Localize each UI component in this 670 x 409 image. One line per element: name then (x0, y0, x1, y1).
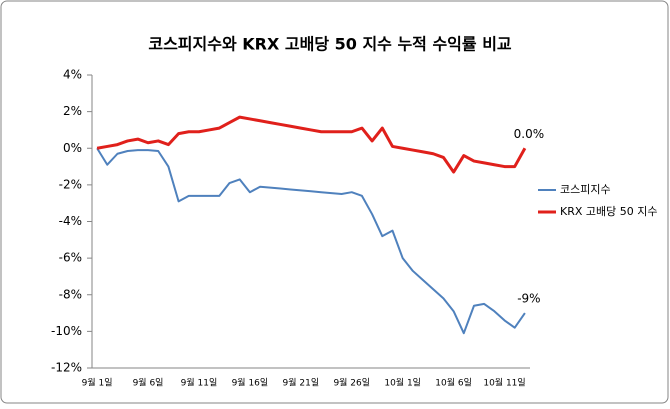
legend-label: 코스피지수 (560, 183, 611, 196)
x-tick-label: 10월 1일 (384, 377, 421, 389)
x-tick-label: 9월 21일 (283, 377, 320, 389)
data-label: -9% (517, 292, 540, 306)
x-tick-label: 9월 1일 (82, 377, 113, 389)
y-tick-label: 4% (63, 68, 82, 82)
x-tick-label: 10월 11일 (483, 377, 525, 389)
y-tick-label: -6% (59, 251, 82, 265)
line-series (96, 147, 526, 335)
line-series (96, 115, 527, 174)
x-tick-label: 9월 6일 (133, 377, 164, 389)
x-tick-label: 10월 6일 (435, 377, 472, 389)
legend-label: KRX 고배당 50 지수 (560, 205, 657, 218)
y-tick-label: 2% (63, 104, 82, 118)
y-tick-label: -12% (51, 361, 82, 375)
data-label: 0.0% (514, 127, 545, 141)
y-tick-label: -10% (51, 324, 82, 338)
x-tick-label: 9월 16일 (232, 377, 269, 389)
y-tick-label: -8% (59, 287, 82, 301)
x-tick-label: 9월 26일 (333, 377, 370, 389)
y-tick-label: -4% (59, 214, 82, 228)
chart-title: 코스피지수와 KRX 고배당 50 지수 누적 수익률 비교 (148, 35, 512, 54)
y-tick-label: -2% (59, 177, 82, 191)
y-tick-label: 0% (63, 141, 82, 155)
x-tick-label: 9월 11일 (181, 377, 218, 389)
